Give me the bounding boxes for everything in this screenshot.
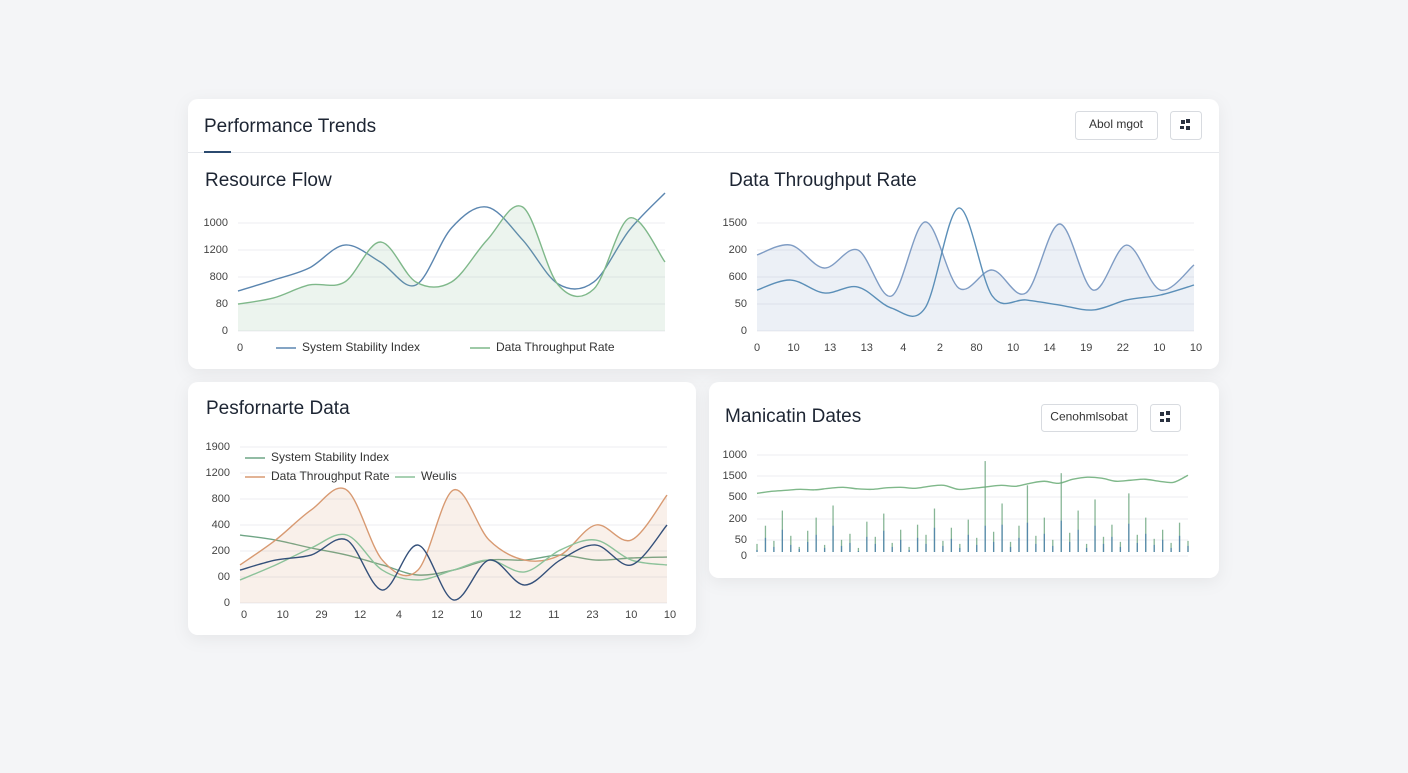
y-tick-label: 1200 <box>204 244 228 256</box>
x-tick-label: 0 <box>237 342 243 354</box>
x-tick-label: 10 <box>1007 342 1019 354</box>
y-tick-label: 0 <box>224 597 230 609</box>
y-tick-label: 1500 <box>723 217 747 229</box>
area <box>757 221 1194 331</box>
y-tick-label: 1500 <box>723 470 747 482</box>
y-tick-label: 1200 <box>206 467 230 479</box>
x-tick-label: 0 <box>241 609 247 621</box>
line <box>756 474 1189 495</box>
y-tick-label: 1000 <box>204 217 228 229</box>
icon <box>1180 119 1190 130</box>
y-tick-label: 1000 <box>723 449 747 461</box>
x-tick-label: 12 <box>432 609 444 621</box>
button[interactable] <box>1041 404 1138 432</box>
x-tick-label: 10 <box>470 609 482 621</box>
y-tick-label: 1900 <box>206 441 230 453</box>
chart-title: Pesfornarte Data <box>206 398 350 419</box>
legend-label: Data Throughput Rate <box>271 469 390 483</box>
x-tick-label: 0 <box>754 342 760 354</box>
y-tick-label: 800 <box>212 493 230 505</box>
area <box>238 205 665 331</box>
y-tick-label: 200 <box>212 545 230 557</box>
icon <box>1160 411 1170 422</box>
x-tick-label: 29 <box>315 609 327 621</box>
line <box>239 487 668 577</box>
icon-button[interactable] <box>1170 111 1202 140</box>
line <box>756 207 1195 317</box>
x-tick-label: 13 <box>861 342 873 354</box>
x-tick-label: 2 <box>937 342 943 354</box>
legend-label: Weulis <box>421 469 457 483</box>
y-tick-label: 00 <box>218 571 230 583</box>
x-tick-label: 10 <box>787 342 799 354</box>
x-tick-label: 12 <box>354 609 366 621</box>
chart-title: Data Throughput Rate <box>729 170 917 191</box>
line <box>756 221 1195 297</box>
button-label[interactable]: Abol mgot <box>1089 117 1144 131</box>
x-tick-label: 80 <box>970 342 982 354</box>
icon-button[interactable] <box>1150 404 1181 432</box>
y-tick-label: 200 <box>729 513 747 525</box>
x-tick-label: 10 <box>277 609 289 621</box>
y-tick-label: 800 <box>210 271 228 283</box>
x-tick-label: 4 <box>900 342 906 354</box>
x-tick-label: 19 <box>1080 342 1092 354</box>
legend-label: System Stability Index <box>302 340 420 354</box>
y-tick-label: 0 <box>741 325 747 337</box>
y-tick-label: 500 <box>729 491 747 503</box>
y-tick-label: 50 <box>735 534 747 546</box>
line <box>239 533 668 581</box>
y-tick-label: 0 <box>222 325 228 337</box>
x-tick-label: 23 <box>586 609 598 621</box>
legend-label: System Stability Index <box>271 450 389 464</box>
x-tick-label: 14 <box>1044 342 1056 354</box>
x-tick-label: 12 <box>509 609 521 621</box>
x-tick-label: 11 <box>548 609 559 621</box>
y-tick-label: 600 <box>729 271 747 283</box>
line <box>237 192 666 292</box>
page-title: Performance Trends <box>204 116 376 137</box>
chart-title: Manicatin Dates <box>725 406 861 427</box>
y-tick-label: 200 <box>729 244 747 256</box>
chart-title: Resource Flow <box>205 170 332 191</box>
y-tick-label: 400 <box>212 519 230 531</box>
x-tick-label: 13 <box>824 342 836 354</box>
y-tick-label: 50 <box>735 298 747 310</box>
legend-label: Data Throughput Rate <box>496 340 615 354</box>
y-tick-label: 0 <box>741 550 747 562</box>
x-tick-label: 10 <box>664 609 676 621</box>
line <box>237 205 666 305</box>
card <box>188 99 1219 369</box>
x-tick-label: 4 <box>396 609 402 621</box>
area <box>240 488 667 603</box>
x-tick-label: 10 <box>1190 342 1202 354</box>
line <box>239 524 668 601</box>
button[interactable] <box>1075 111 1158 140</box>
x-tick-label: 10 <box>625 609 637 621</box>
x-tick-label: 10 <box>1153 342 1165 354</box>
y-tick-label: 80 <box>216 298 228 310</box>
x-tick-label: 22 <box>1117 342 1129 354</box>
button-label[interactable]: Cenohmlsobat <box>1050 410 1128 424</box>
